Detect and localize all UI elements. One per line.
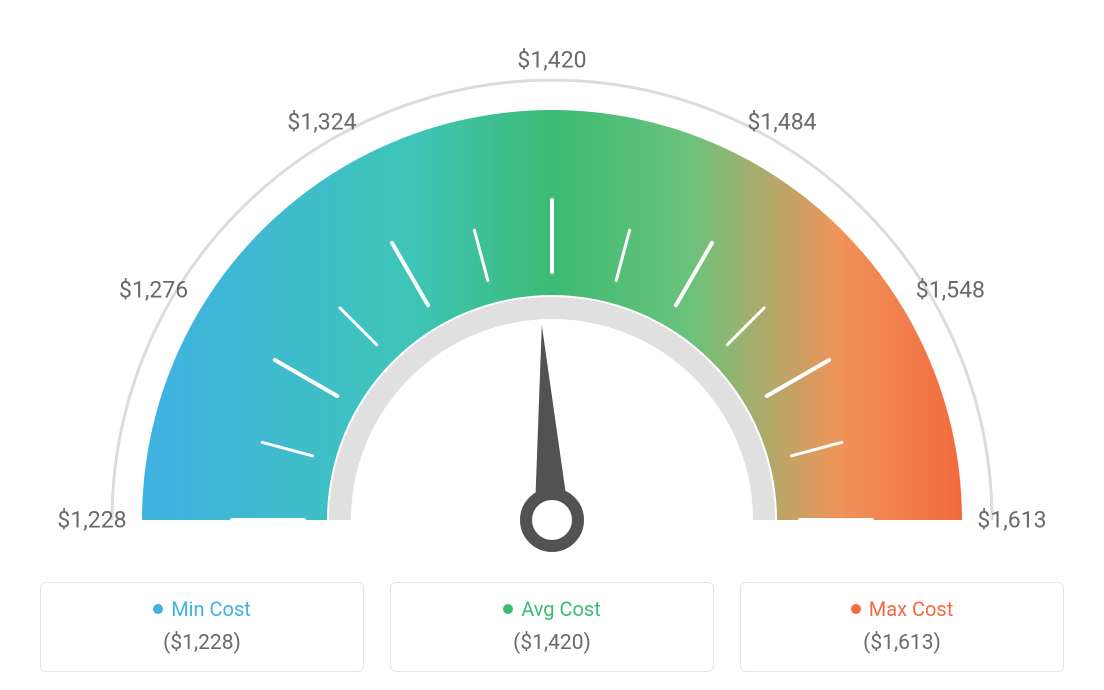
legend-top: Min Cost [51, 597, 353, 621]
tick-label: $1,548 [916, 277, 985, 304]
max-label: Max Cost [869, 597, 954, 621]
tick-label: $1,420 [517, 47, 586, 74]
legend-row: Min Cost ($1,228) Avg Cost ($1,420) Max … [0, 582, 1104, 672]
avg-value: ($1,420) [401, 631, 703, 655]
min-dot [153, 604, 163, 614]
gauge-svg [62, 30, 1042, 590]
tick-label: $1,276 [119, 277, 188, 304]
tick-label: $1,228 [57, 507, 126, 534]
legend-top: Max Cost [751, 597, 1053, 621]
tick-label: $1,484 [747, 108, 816, 135]
avg-label: Avg Cost [521, 597, 601, 621]
tick-label: $1,613 [977, 507, 1046, 534]
gauge-area: $1,228$1,276$1,324$1,420$1,484$1,548$1,6… [62, 30, 1042, 590]
legend-card-avg: Avg Cost ($1,420) [390, 582, 714, 672]
max-dot [851, 604, 861, 614]
avg-dot [503, 604, 513, 614]
cost-gauge-chart: $1,228 $1,276 $1,324 $1,420 $1,484 $1,548 $1,6… [0, 0, 1104, 690]
max-value: ($1,613) [751, 631, 1053, 655]
min-label: Min Cost [171, 597, 251, 621]
legend-top: Avg Cost [401, 597, 703, 621]
legend-card-max: Max Cost ($1,613) [740, 582, 1064, 672]
tick-label: $1,324 [287, 108, 356, 135]
legend-card-min: Min Cost ($1,228) [40, 582, 364, 672]
min-value: ($1,228) [51, 631, 353, 655]
